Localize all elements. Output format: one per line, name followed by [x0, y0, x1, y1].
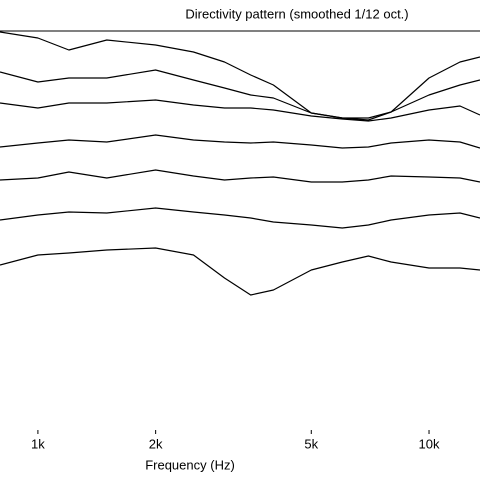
series-line: [0, 99, 480, 122]
series-line: [0, 134, 480, 149]
x-tick-label: 1k: [31, 436, 45, 451]
series-line: [0, 69, 480, 121]
x-axis-label: Frequency (Hz): [145, 457, 235, 472]
x-tick-label: 10k: [419, 436, 440, 451]
series-line: [0, 169, 480, 183]
series-line: [0, 247, 480, 296]
series-line: [0, 207, 480, 229]
x-tick-label: 5k: [304, 436, 318, 451]
series-line: [0, 31, 480, 119]
x-tick-label: 2k: [149, 436, 163, 451]
chart-title: Directivity pattern (smoothed 1/12 oct.): [185, 6, 408, 21]
